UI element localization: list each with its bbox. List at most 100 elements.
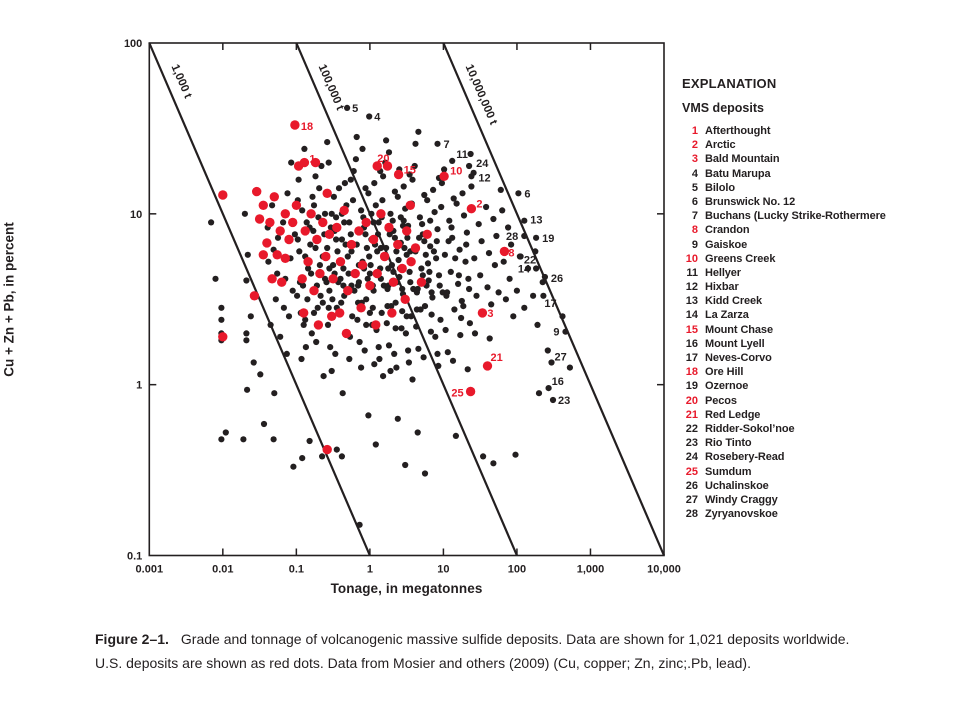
data-point-red: [262, 238, 272, 248]
legend-item: 17 Neves-Corvo: [682, 351, 958, 365]
data-point-black: [471, 330, 479, 337]
data-point-black: [317, 292, 324, 299]
data-point-black: [415, 128, 422, 135]
y-tick-label: 100: [124, 38, 142, 50]
data-point-black: [350, 168, 357, 175]
legend-item-name: Hixbar: [705, 281, 739, 294]
data-point-black: [384, 303, 391, 310]
data-point-black: [430, 248, 437, 255]
legend-item-name: Rosebery-Read: [705, 451, 785, 464]
legend-item-number: 22: [685, 422, 698, 435]
data-point-black: [352, 156, 359, 163]
legend-item: 13 Kidd Creek: [682, 294, 958, 308]
labeled-deposit-point-10: [439, 171, 449, 181]
legend-item-name: Buchans (Lucky Strike-Rothermere: [705, 210, 886, 223]
data-point-black: [299, 455, 306, 462]
data-point-black: [366, 253, 373, 260]
data-point-black: [486, 335, 493, 342]
data-point-black: [298, 355, 305, 363]
data-point-black: [394, 415, 401, 422]
data-point-black: [310, 309, 318, 316]
data-point-black: [346, 219, 353, 226]
data-point-black: [459, 190, 466, 197]
data-point-black: [392, 299, 399, 306]
legend-item-number: 10: [685, 252, 698, 265]
data-point-red: [335, 308, 345, 318]
legend-item-number: 13: [685, 295, 698, 308]
data-point-black: [413, 323, 420, 330]
data-point-black: [451, 306, 458, 313]
labeled-deposit-point-26: [541, 273, 549, 281]
data-point-black: [218, 436, 225, 443]
legend-item: 4 Batu Marupa: [682, 167, 958, 181]
legend-item-number: 1: [691, 125, 698, 137]
data-point-black: [456, 246, 463, 253]
data-point-black: [488, 301, 495, 308]
data-point-black: [308, 270, 315, 277]
data-point-black: [294, 236, 301, 243]
deposit-number-label: 5: [352, 103, 358, 115]
deposit-number-label: 6: [524, 188, 530, 200]
data-point-red: [368, 234, 379, 245]
legend-item-name: Ozernoe: [705, 380, 749, 393]
data-point-black: [392, 325, 399, 332]
deposit-number-label: 3: [487, 308, 493, 320]
data-point-black: [407, 279, 414, 286]
data-point-red: [272, 250, 282, 260]
data-point-black: [338, 453, 345, 460]
data-point-black: [324, 139, 331, 146]
data-point-black: [402, 461, 409, 469]
data-point-black: [309, 193, 316, 200]
data-point-black: [448, 224, 455, 231]
legend-item-name: Hellyer: [705, 266, 741, 279]
data-point-black: [327, 344, 334, 351]
data-point-black: [402, 330, 409, 337]
legend-item: 19 Ozernoe: [682, 379, 958, 393]
data-point-black: [313, 338, 320, 346]
data-point-black: [218, 304, 225, 311]
data-point-red: [321, 251, 331, 262]
legend-item: 7 Buchans (Lucky Strike-Rothermere: [682, 209, 958, 223]
data-point-red: [356, 303, 366, 313]
data-point-black: [449, 357, 457, 364]
data-point-black: [406, 171, 413, 178]
data-point-black: [508, 241, 515, 248]
data-point-black: [421, 303, 429, 310]
data-point-black: [484, 284, 491, 291]
data-point-black: [394, 193, 401, 200]
data-point-black: [328, 210, 335, 217]
legend-item-number: 2: [691, 139, 698, 152]
legend-item: 18 Ore Hill: [682, 365, 958, 379]
data-point-black: [385, 342, 393, 349]
data-point-red: [265, 217, 275, 228]
data-point-black: [490, 460, 497, 467]
data-point-red: [269, 192, 279, 202]
data-point-black: [559, 313, 566, 320]
legend-item: 2 Arctic: [682, 138, 958, 152]
legend-item-number: 12: [685, 281, 698, 294]
data-point-red: [400, 294, 410, 304]
data-point-black: [401, 244, 408, 252]
data-point-red: [288, 217, 298, 228]
data-point-black: [349, 197, 357, 204]
data-point-black: [243, 277, 250, 284]
data-point-black: [478, 238, 485, 245]
data-point-black: [405, 347, 412, 354]
data-point-black: [243, 337, 250, 344]
data-point-black: [368, 210, 375, 217]
data-point-black: [387, 210, 394, 217]
legend-item-number: 14: [685, 309, 698, 322]
deposit-number-label: 20: [377, 153, 389, 165]
data-point-black: [521, 304, 528, 311]
legend-item-number: 9: [691, 238, 698, 251]
legend-item: 28 Zyryanovskoe: [682, 507, 958, 521]
data-point-black: [464, 366, 471, 373]
data-point-black: [364, 275, 371, 282]
data-point-black: [302, 316, 309, 323]
x-tick-label: 0.1: [289, 564, 304, 576]
explanation-legend: EXPLANATION VMS deposits 1 Afterthought 2 A…: [682, 76, 958, 521]
x-tick-label: 100: [508, 564, 526, 576]
deposit-number-label: 16: [552, 376, 564, 388]
data-point-black: [280, 304, 287, 311]
labeled-deposit-point-21: [482, 361, 493, 371]
